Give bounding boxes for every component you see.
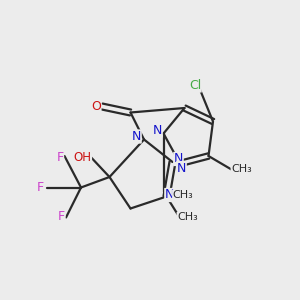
- Text: N: N: [132, 130, 141, 143]
- Text: F: F: [58, 209, 65, 223]
- Text: N: N: [153, 124, 162, 137]
- Text: CH₃: CH₃: [177, 212, 198, 223]
- Text: O: O: [91, 100, 101, 113]
- Text: N: N: [165, 188, 174, 202]
- Text: OH: OH: [74, 151, 92, 164]
- Text: Cl: Cl: [189, 79, 201, 92]
- Text: N: N: [177, 161, 186, 175]
- Text: N: N: [174, 152, 183, 166]
- Text: CH₃: CH₃: [231, 164, 252, 175]
- Text: F: F: [56, 151, 64, 164]
- Text: F: F: [37, 181, 44, 194]
- Text: CH₃: CH₃: [172, 190, 194, 200]
